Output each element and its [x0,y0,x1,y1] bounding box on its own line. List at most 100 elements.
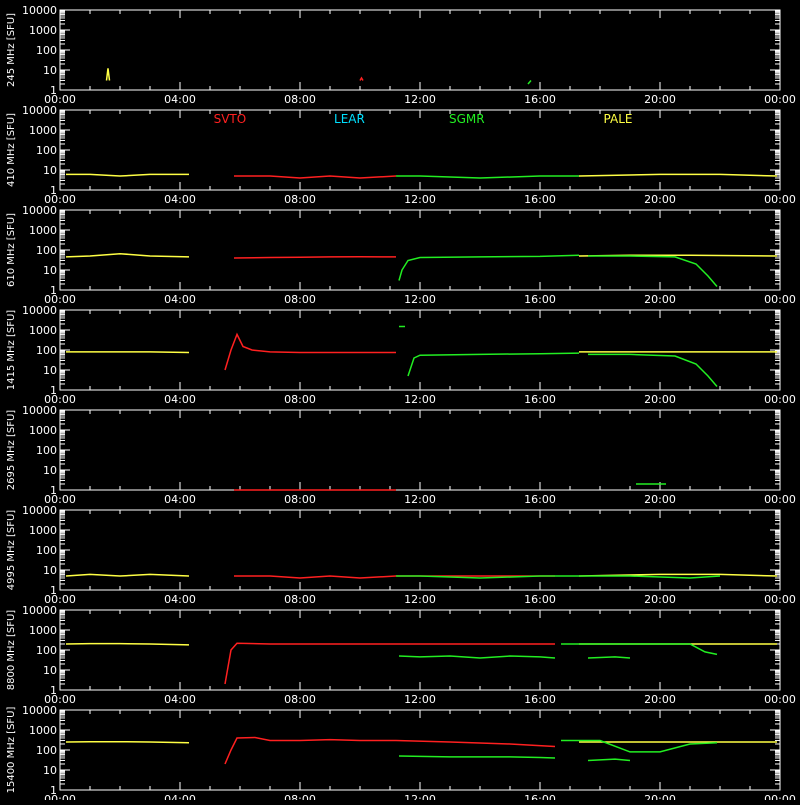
panel-frame [59,409,781,491]
x-tick-label: 20:00 [644,793,676,800]
x-tick-label: 08:00 [284,193,316,206]
y-tick-label: 100 [36,44,57,57]
y-tick-label: 10000 [22,404,57,417]
y-tick-label: 1000 [29,224,57,237]
y-tick-label: 10 [43,264,57,277]
x-tick-label: 04:00 [164,593,196,606]
series-line-sgmr [398,254,580,281]
series-line-pale [105,68,111,81]
series-line-svto [224,736,556,765]
x-tick-label: 08:00 [284,693,316,706]
x-tick-label: 20:00 [644,93,676,106]
y-tick-label: 1000 [29,324,57,337]
series-line-pale [66,173,189,177]
y-tick-label: 100 [36,644,57,657]
series-line-sgmr [587,656,631,659]
y-tick-label: 10 [43,364,57,377]
x-tick-label: 08:00 [284,793,316,800]
y-tick-label: 1000 [29,624,57,637]
panel-frame [59,209,781,291]
y-tick-label: 10 [43,464,57,477]
x-tick-label: 00:00 [44,393,76,406]
x-tick-label: 00:00 [44,593,76,606]
series-line-sgmr [527,80,532,85]
series-line-svto [224,332,396,371]
y-axis-label: 2695 MHz [SFU] [6,410,17,491]
y-tick-label: 1 [50,684,57,697]
x-tick-label: 00:00 [764,193,796,206]
y-tick-label: 1000 [29,124,57,137]
panel-frame [59,609,781,691]
y-axis-label: 245 MHz [SFU] [6,13,17,87]
x-tick-label: 08:00 [284,593,316,606]
series-line-svto [234,175,397,179]
x-tick-label: 00:00 [764,593,796,606]
x-tick-label: 16:00 [524,693,556,706]
x-tick-label: 12:00 [404,493,436,506]
y-tick-label: 10000 [22,604,57,617]
x-tick-label: 20:00 [644,393,676,406]
y-tick-label: 10 [43,564,57,577]
x-tick-label: 00:00 [764,293,796,306]
series-line-pale [65,573,190,577]
x-tick-label: 08:00 [284,293,316,306]
y-tick-label: 1 [50,384,57,397]
x-tick-label: 16:00 [524,193,556,206]
y-tick-label: 1000 [29,424,57,437]
y-tick-label: 100 [36,144,57,157]
x-tick-label: 20:00 [644,493,676,506]
panel-frame [59,109,781,191]
y-tick-label: 1 [50,184,57,197]
series-line-pale [66,351,190,354]
y-tick-label: 10000 [22,704,57,717]
x-tick-label: 12:00 [404,393,436,406]
x-tick-label: 12:00 [404,593,436,606]
x-tick-label: 16:00 [524,593,556,606]
x-tick-label: 04:00 [164,293,196,306]
x-tick-label: 04:00 [164,493,196,506]
y-axis-label: 1415 MHz [SFU] [6,310,17,391]
x-tick-label: 16:00 [524,93,556,106]
series-line-svto [233,255,397,259]
series-line-svto [234,575,555,579]
x-tick-label: 20:00 [644,693,676,706]
x-tick-label: 00:00 [44,793,76,800]
legend-sgmr: SGMR [449,112,485,126]
series-line-svto [359,76,364,81]
panel-frame [59,709,781,791]
x-tick-label: 16:00 [524,293,556,306]
x-tick-label: 00:00 [44,493,76,506]
series-line-sgmr [407,352,580,377]
panel-frame [59,309,781,391]
x-tick-label: 20:00 [644,293,676,306]
x-tick-label: 16:00 [524,493,556,506]
x-tick-label: 08:00 [284,93,316,106]
y-tick-label: 10000 [22,204,57,217]
series-line-sgmr [588,353,718,387]
series-line-pale [578,173,778,177]
y-axis-label: 410 MHz [SFU] [6,113,17,187]
x-tick-label: 12:00 [404,193,436,206]
x-tick-label: 00:00 [764,793,796,800]
x-tick-label: 12:00 [404,93,436,106]
y-tick-label: 10000 [22,4,57,17]
y-tick-label: 100 [36,444,57,457]
x-tick-label: 08:00 [284,393,316,406]
x-tick-label: 00:00 [44,693,76,706]
y-tick-label: 100 [36,544,57,557]
series-line-sgmr [398,655,556,659]
series-line-pale [65,642,190,646]
x-tick-label: 20:00 [644,593,676,606]
y-tick-label: 1000 [29,724,57,737]
x-tick-label: 00:00 [44,93,76,106]
legend-pale: PALE [604,112,633,126]
y-tick-label: 100 [36,244,57,257]
y-axis-label: 610 MHz [SFU] [6,213,17,287]
series-line-pale [578,573,778,577]
y-tick-label: 1 [50,284,57,297]
series-line-sgmr [396,575,721,579]
x-tick-label: 00:00 [44,193,76,206]
y-tick-label: 1000 [29,24,57,37]
x-tick-label: 12:00 [404,293,436,306]
